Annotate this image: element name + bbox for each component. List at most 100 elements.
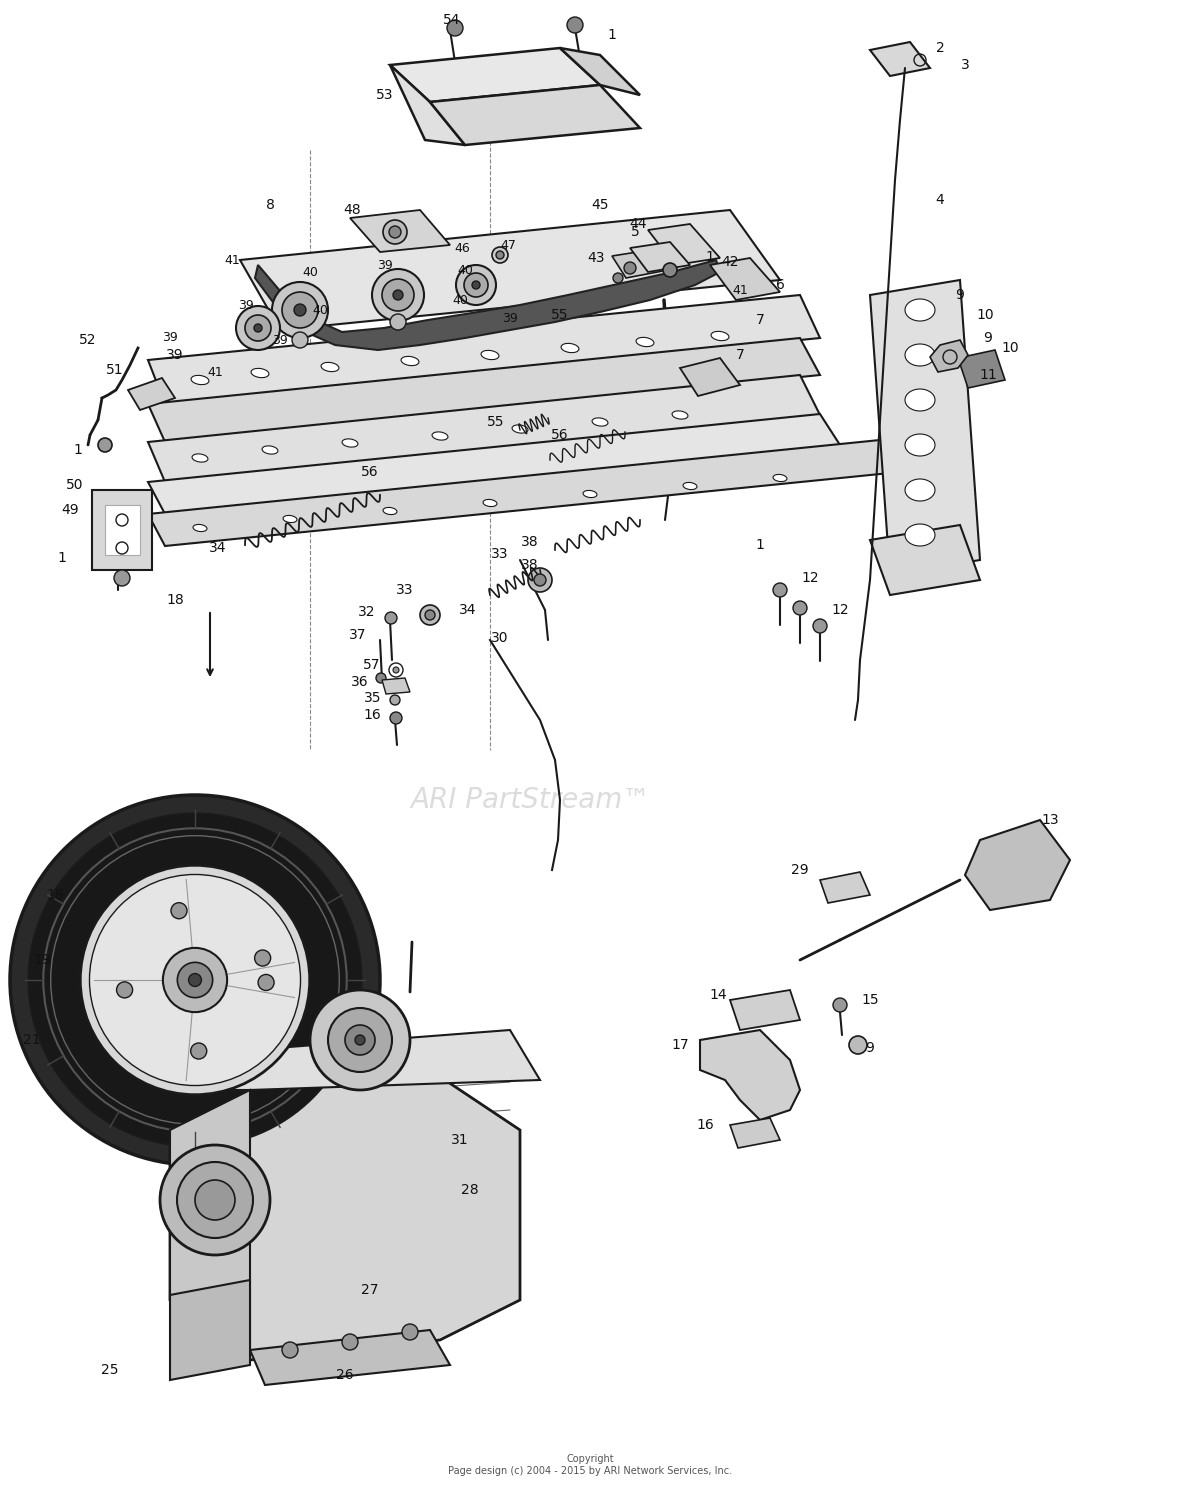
Text: 15: 15 [861,992,879,1007]
Text: 27: 27 [361,1283,379,1298]
Ellipse shape [483,500,497,506]
Text: 41: 41 [732,284,748,296]
Circle shape [385,612,396,623]
Ellipse shape [905,434,935,455]
Text: 2: 2 [936,42,944,55]
Polygon shape [148,440,900,546]
Circle shape [793,601,807,615]
Polygon shape [648,225,720,265]
Circle shape [402,1324,418,1341]
Polygon shape [870,42,930,76]
Circle shape [848,1036,867,1054]
Circle shape [236,307,280,350]
Ellipse shape [636,338,654,347]
Circle shape [273,283,328,338]
Text: 48: 48 [343,202,361,217]
Polygon shape [148,338,820,442]
Ellipse shape [251,369,269,378]
Polygon shape [560,48,640,95]
Circle shape [393,667,399,673]
Text: 55: 55 [551,308,569,321]
Text: Copyright
Page design (c) 2004 - 2015 by ARI Network Services, Inc.: Copyright Page design (c) 2004 - 2015 by… [448,1454,732,1476]
Circle shape [568,16,583,33]
Circle shape [384,220,407,244]
Polygon shape [870,525,981,595]
Ellipse shape [683,482,697,490]
Text: 8: 8 [266,198,275,211]
Text: 9: 9 [984,330,992,345]
Polygon shape [700,1030,800,1120]
Text: 18: 18 [46,888,64,902]
Circle shape [391,695,400,705]
Text: 38: 38 [522,536,539,549]
Circle shape [527,568,552,592]
Circle shape [163,948,227,1012]
Text: 28: 28 [461,1183,479,1196]
Ellipse shape [481,350,499,360]
Ellipse shape [592,418,608,426]
Text: 33: 33 [396,583,414,597]
Polygon shape [730,1117,780,1149]
Text: 39: 39 [378,259,393,271]
Ellipse shape [342,439,358,446]
Text: 49: 49 [61,503,79,516]
Circle shape [773,583,787,597]
Circle shape [393,290,404,301]
Text: 7: 7 [755,312,765,327]
Text: 10: 10 [1001,341,1018,356]
Text: 34: 34 [459,603,477,618]
Text: 50: 50 [66,478,84,493]
Text: 9: 9 [866,1042,874,1055]
Circle shape [171,903,188,918]
Ellipse shape [191,375,209,384]
Circle shape [813,619,827,632]
Circle shape [624,262,636,274]
Text: 37: 37 [349,628,367,641]
Text: 40: 40 [312,304,328,317]
Circle shape [98,437,112,452]
Text: 33: 33 [491,548,509,561]
Text: 16: 16 [696,1117,714,1132]
Polygon shape [160,1030,540,1091]
Polygon shape [105,504,140,555]
Polygon shape [870,280,981,574]
Ellipse shape [512,426,527,433]
Polygon shape [730,990,800,1030]
Circle shape [612,272,623,283]
Text: 19: 19 [33,952,51,967]
Circle shape [255,949,270,966]
Circle shape [345,1025,375,1055]
Text: 4: 4 [936,193,944,207]
Circle shape [9,795,380,1165]
Circle shape [294,304,306,315]
Ellipse shape [432,432,448,440]
Circle shape [535,574,546,586]
Circle shape [177,963,212,997]
Text: 25: 25 [101,1363,119,1376]
Text: 39: 39 [166,348,184,362]
Circle shape [258,975,274,991]
Text: 29: 29 [791,863,808,876]
Polygon shape [612,250,668,278]
Circle shape [254,324,262,332]
Text: 55: 55 [487,415,505,429]
Text: 1: 1 [755,539,765,552]
Text: 40: 40 [457,263,473,277]
Polygon shape [680,359,740,396]
Circle shape [420,606,440,625]
Text: 46: 46 [454,241,470,254]
Text: 40: 40 [302,265,317,278]
Text: 47: 47 [500,238,516,251]
Text: 41: 41 [208,366,223,378]
Polygon shape [92,490,152,570]
Ellipse shape [262,446,278,454]
Text: 45: 45 [591,198,609,211]
Circle shape [291,332,308,348]
Circle shape [355,1036,365,1045]
Text: 18: 18 [166,594,184,607]
Text: 30: 30 [491,631,509,644]
Text: 32: 32 [359,606,375,619]
Polygon shape [170,1091,250,1360]
Text: 31: 31 [451,1132,468,1147]
Circle shape [464,272,489,298]
